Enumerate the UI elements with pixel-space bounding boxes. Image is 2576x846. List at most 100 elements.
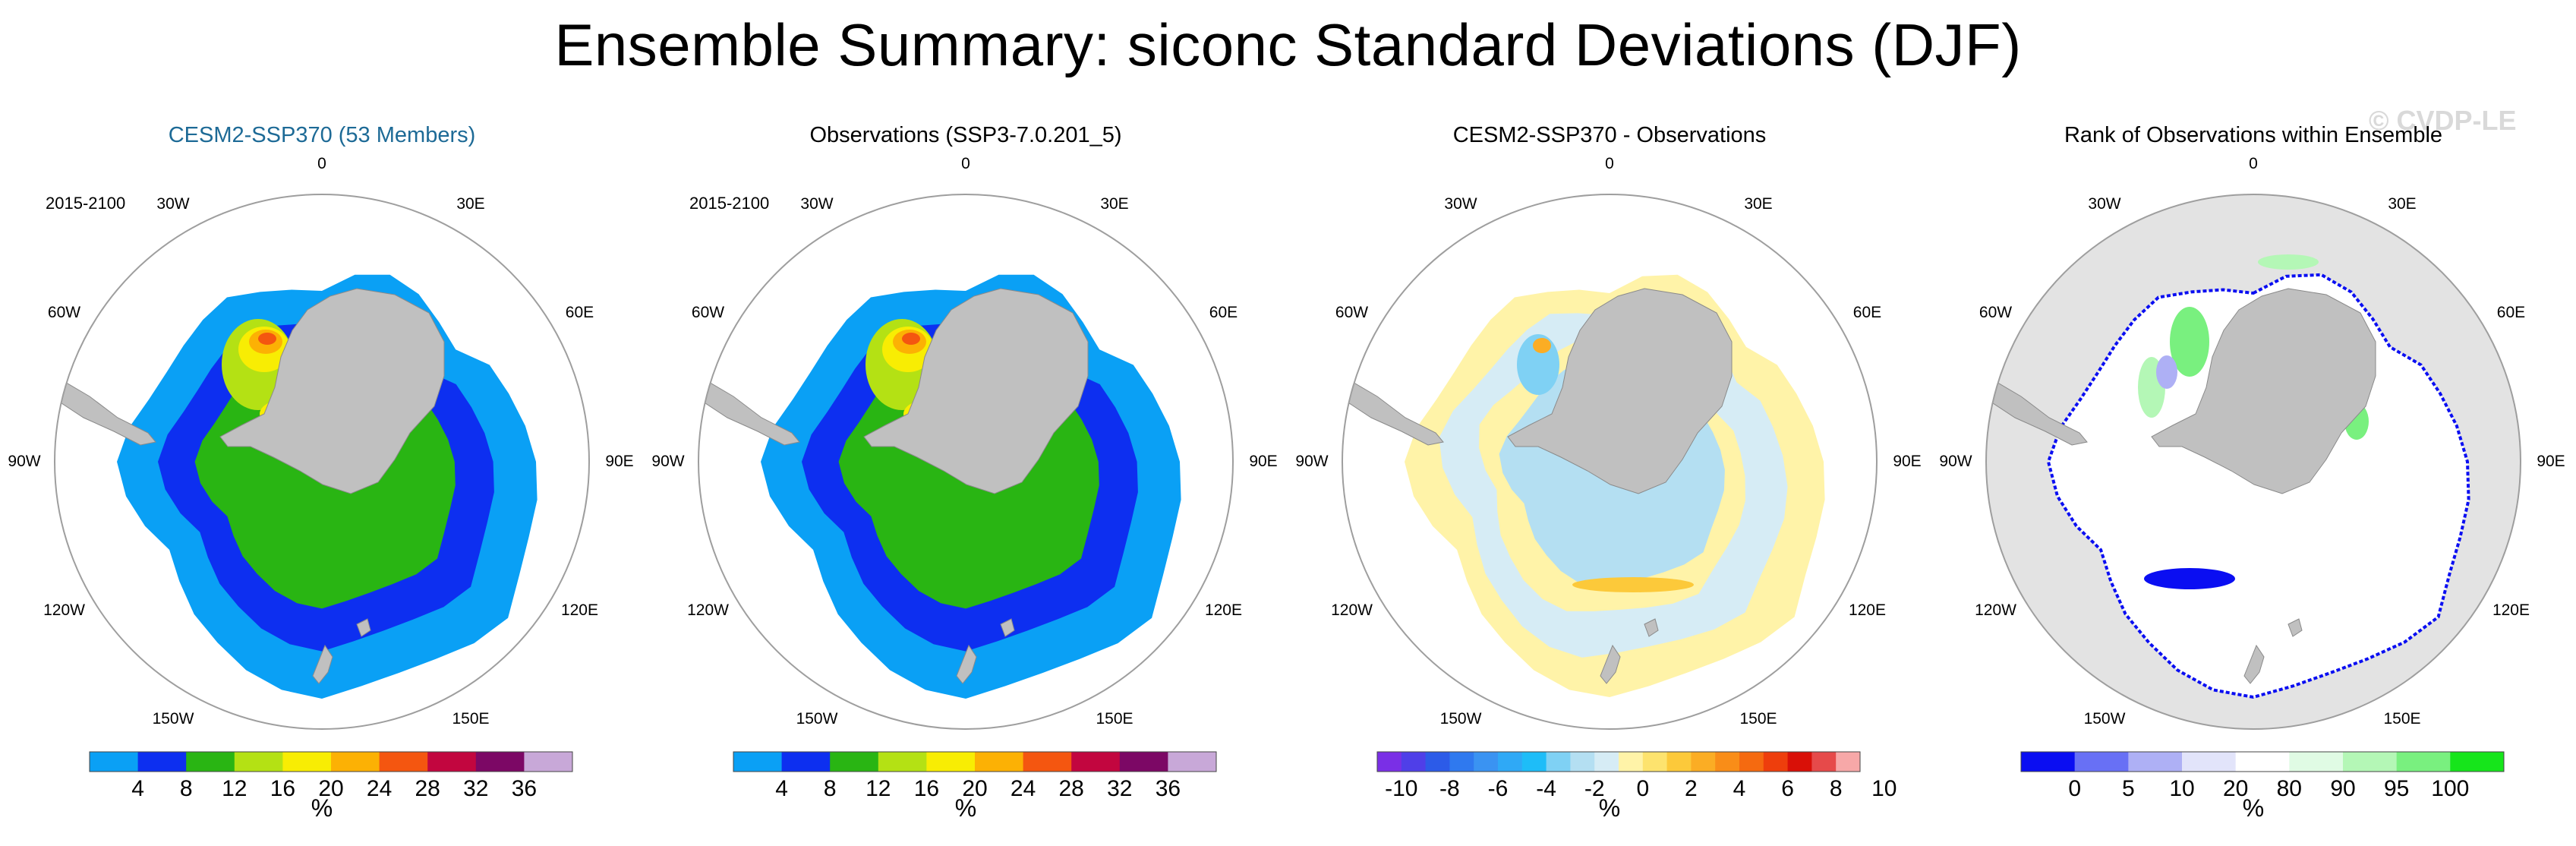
colorbar-tick-label: 4 [1733,776,1746,801]
colorbar-tick-label: 36 [512,776,537,801]
longitude-label: 0 [1605,155,1614,172]
polar-map [698,194,1234,730]
colorbar-swatch [331,752,380,772]
sd-contour-28 [902,333,920,345]
colorbar-tick-label: 16 [270,776,295,801]
map-boundary [1342,194,1878,730]
colorbar-tick-label: 5 [2122,776,2135,801]
polar-map [1342,194,1878,730]
colorbar-swatch [1666,752,1692,772]
colorbar-tick-label: 8 [180,776,193,801]
new-zealand-landmass [1600,644,1621,684]
colorbar-swatch [1498,752,1523,772]
colorbar-tick-label: 12 [865,776,891,801]
colorbar-frame [1376,751,1861,772]
new-zealand-landmass [956,644,977,684]
rank-low-patch [2144,568,2235,589]
period-label: 2015-2100 [689,194,770,213]
longitude-label: 90W [1295,453,1329,470]
longitude-label: 60W [1335,304,1369,321]
colorbar-swatch [1071,752,1121,772]
new-zealand-landmass [312,644,333,684]
colorbar-tick-label: 28 [415,776,440,801]
colorbar-tick-label: 28 [1059,776,1084,801]
antarctica-landmass [219,288,445,494]
longitude-label: 150W [2083,710,2126,728]
panel-title: CESM2-SSP370 - Observations [1452,123,1767,147]
rank-high-patch [2170,307,2209,377]
longitude-label: 60E [1852,304,1882,321]
longitude-label: 30W [2088,194,2121,213]
colorbar-swatch [1119,752,1168,772]
colorbar-swatch [1691,752,1716,772]
colorbar-swatch [379,752,428,772]
antarctica-landmass [1507,288,1733,494]
colorbar-tick-label: -4 [1536,776,1556,801]
colorbar-swatch [1570,752,1595,772]
colorbar-tick-label: -6 [1488,776,1509,801]
longitude-label: 90W [1939,453,1972,470]
longitude-label: 0 [317,155,326,172]
colorbar-tick-label: 0 [2068,776,2081,801]
colorbar-swatch [1401,752,1427,772]
colorbar-swatch [1811,752,1837,772]
colorbar-swatch [2128,752,2183,772]
colorbar-frame [89,751,573,772]
colorbar-swatch [926,752,976,772]
period-label: 2015-2100 [46,194,126,213]
colorbar-swatch [234,752,283,772]
colorbar-swatch [1763,752,1789,772]
longitude-label: 150E [1096,710,1134,728]
colorbar-swatch [733,752,783,772]
rank-low-patch-2 [2156,355,2177,389]
colorbar-unit: % [2242,794,2265,822]
longitude-label: 90E [605,453,634,470]
south-america-landmass [55,375,156,446]
colorbar-tick-label: 100 [2431,776,2469,801]
colorbar-swatch [1594,752,1619,772]
longitude-label: 30E [1100,194,1129,213]
colorbar: -10 -8 -6 -4 -2 0 2 4 6 8 10 [1376,751,1897,801]
colorbar-unit: % [311,794,333,822]
longitude-label: 90W [651,453,685,470]
diff-positive-patch [1533,338,1551,353]
colorbar-tick-label: 32 [1107,776,1132,801]
colorbar-swatch [2074,752,2129,772]
longitude-label: 60E [2496,304,2526,321]
longitude-label: 120W [1975,601,2016,619]
colorbar-swatch [1474,752,1499,772]
longitude-label: 150E [452,710,490,728]
south-america-landmass [1986,375,2088,446]
longitude-label: 150E [1739,710,1777,728]
longitude-label: 60E [1209,304,1238,321]
colorbar-swatch [90,752,139,772]
longitude-label: 120E [1848,601,1886,619]
colorbar-tick-label: 16 [914,776,939,801]
colorbar-tick-label: 0 [1636,776,1649,801]
longitude-label: 30E [2388,194,2417,213]
panel-title: CESM2-SSP370 (53 Members) [168,123,476,147]
rank-high-band [2258,254,2319,270]
colorbar-swatch [282,752,332,772]
sd-contour-28 [258,333,276,345]
longitude-label: 60W [691,304,725,321]
colorbar-tick-label: 95 [2384,776,2409,801]
panel-1: CESM2-SSP370 (53 Members) 2015-2100 0 30E 60… [0,114,644,846]
colorbar-swatch [1521,752,1547,772]
colorbar-tick-label: 24 [367,776,392,801]
colorbar-swatch [427,752,477,772]
colorbar-swatch [781,752,831,772]
colorbar-tick-label: 36 [1156,776,1181,801]
antarctica-landmass [863,288,1089,494]
colorbar-unit: % [1598,794,1621,822]
new-zealand-landmass [2243,644,2265,684]
colorbar-swatch [1619,752,1644,772]
longitude-label: 150E [2383,710,2421,728]
colorbar-tick-label: 10 [2169,776,2194,801]
colorbar-unit: % [954,794,977,822]
colorbar-tick-label: 8 [824,776,837,801]
colorbar-tick-label: -8 [1439,776,1460,801]
colorbar-swatch [2396,752,2451,772]
colorbar-tick-label: 80 [2277,776,2302,801]
colorbar-swatch [1787,752,1812,772]
